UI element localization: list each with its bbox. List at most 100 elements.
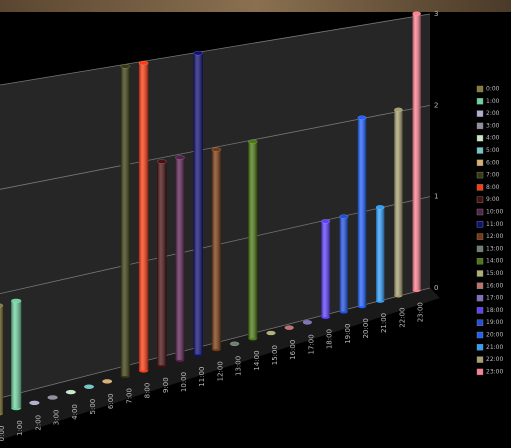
x-tick-label: 13:00 <box>235 356 243 376</box>
bar-top <box>357 115 367 120</box>
legend-swatch <box>476 331 484 339</box>
legend-label: 1:00 <box>486 98 500 105</box>
x-tick-label: 15:00 <box>271 345 279 365</box>
legend-swatch <box>476 282 484 289</box>
y-tick-label: 2 <box>434 101 438 109</box>
bar-top <box>284 325 294 330</box>
x-tick-label: 5:00 <box>89 399 97 415</box>
x-tick-label: 10:00 <box>180 372 188 392</box>
bar-top <box>211 147 222 152</box>
legend-box <box>474 84 508 376</box>
legend-label: 0:00 <box>486 86 500 93</box>
legend-swatch <box>476 270 484 277</box>
legend-swatch <box>476 356 484 363</box>
bar-shine <box>0 305 3 414</box>
x-tick-label: 19:00 <box>344 324 352 344</box>
bar-shine <box>138 63 149 371</box>
bar-shine <box>11 300 22 409</box>
bar-top <box>248 139 258 144</box>
legend-label: 4:00 <box>486 135 500 142</box>
legend-label: 22:00 <box>486 356 503 363</box>
legend-label: 8:00 <box>486 184 500 191</box>
x-tick-label: 8:00 <box>144 383 152 399</box>
grid-line <box>0 13 431 86</box>
legend-label: 23:00 <box>486 368 503 375</box>
bar-top <box>120 64 131 69</box>
bar-shine <box>376 207 385 301</box>
x-tick-label: 9:00 <box>162 377 170 393</box>
bar-shine <box>120 66 131 377</box>
legend-swatch <box>476 85 484 93</box>
legend-swatch <box>476 294 484 302</box>
legend-label: 3:00 <box>486 122 500 129</box>
legend-swatch <box>476 258 484 265</box>
bar-top <box>321 219 331 224</box>
legend-label: 19:00 <box>486 319 503 326</box>
bar-top <box>83 384 95 389</box>
x-tick-label: 22:00 <box>398 307 406 327</box>
legend-swatch <box>476 368 484 376</box>
legend-label: 14:00 <box>486 258 503 265</box>
x-tick-label: 14:00 <box>253 350 261 370</box>
legend-label: 9:00 <box>486 196 500 203</box>
legend-label: 15:00 <box>486 270 503 277</box>
bar-shine <box>211 149 221 350</box>
bar-shine <box>412 13 421 291</box>
legend-swatch <box>476 233 484 240</box>
bar-top <box>175 155 185 160</box>
legend-label: 2:00 <box>486 110 500 117</box>
x-tick-label: 16:00 <box>289 340 297 360</box>
legend-label: 12:00 <box>486 233 503 240</box>
legend-swatch <box>476 147 484 154</box>
legend-label: 7:00 <box>486 172 500 179</box>
bar-top <box>339 214 349 219</box>
bar-shine <box>339 216 349 312</box>
legend-swatch <box>476 98 484 105</box>
floor <box>0 288 440 440</box>
x-tick-label: 7:00 <box>125 388 133 404</box>
bar-shine <box>175 157 185 360</box>
legend-swatch <box>476 344 484 351</box>
legend-swatch <box>476 110 484 117</box>
x-tick-label: 21:00 <box>380 313 388 333</box>
bar-top <box>266 330 276 336</box>
bar-top <box>412 11 421 16</box>
legend-label: 10:00 <box>486 209 503 216</box>
x-tick-label: 12:00 <box>216 361 224 381</box>
legend-swatch <box>476 134 484 142</box>
legend-swatch <box>476 171 484 179</box>
x-tick-label: 17:00 <box>307 334 315 354</box>
top-strip <box>0 0 511 12</box>
legend-label: 6:00 <box>486 159 500 166</box>
bar-shine <box>357 117 367 307</box>
bar-shine <box>157 161 167 366</box>
legend-swatch <box>476 159 484 167</box>
bar-shine <box>394 109 403 296</box>
legend-swatch <box>476 245 484 253</box>
legend-label: 13:00 <box>486 245 503 252</box>
x-tick-label: 0:00 <box>0 426 6 442</box>
bar-top <box>193 50 204 56</box>
bar-top <box>10 298 22 304</box>
bar-shine <box>248 141 258 339</box>
bar-top <box>65 389 76 395</box>
bar-top <box>29 400 40 406</box>
legend-label: 16:00 <box>486 282 503 289</box>
y-tick-label: 3 <box>434 10 438 18</box>
bar-top <box>394 107 403 113</box>
legend-label: 18:00 <box>486 307 503 314</box>
x-tick-label: 11:00 <box>198 367 206 387</box>
legend-swatch <box>476 319 484 326</box>
y-tick-label: 0 <box>434 284 438 292</box>
legend-swatch <box>476 196 484 203</box>
legend-label: 11:00 <box>486 221 503 228</box>
legend-swatch <box>476 208 484 216</box>
legend-swatch <box>476 307 484 314</box>
legend-label: 5:00 <box>486 147 500 154</box>
bar-shine <box>321 221 330 317</box>
legend-swatch <box>476 221 484 228</box>
x-tick-label: 4:00 <box>71 404 79 420</box>
y-tick-label: 1 <box>434 193 438 201</box>
